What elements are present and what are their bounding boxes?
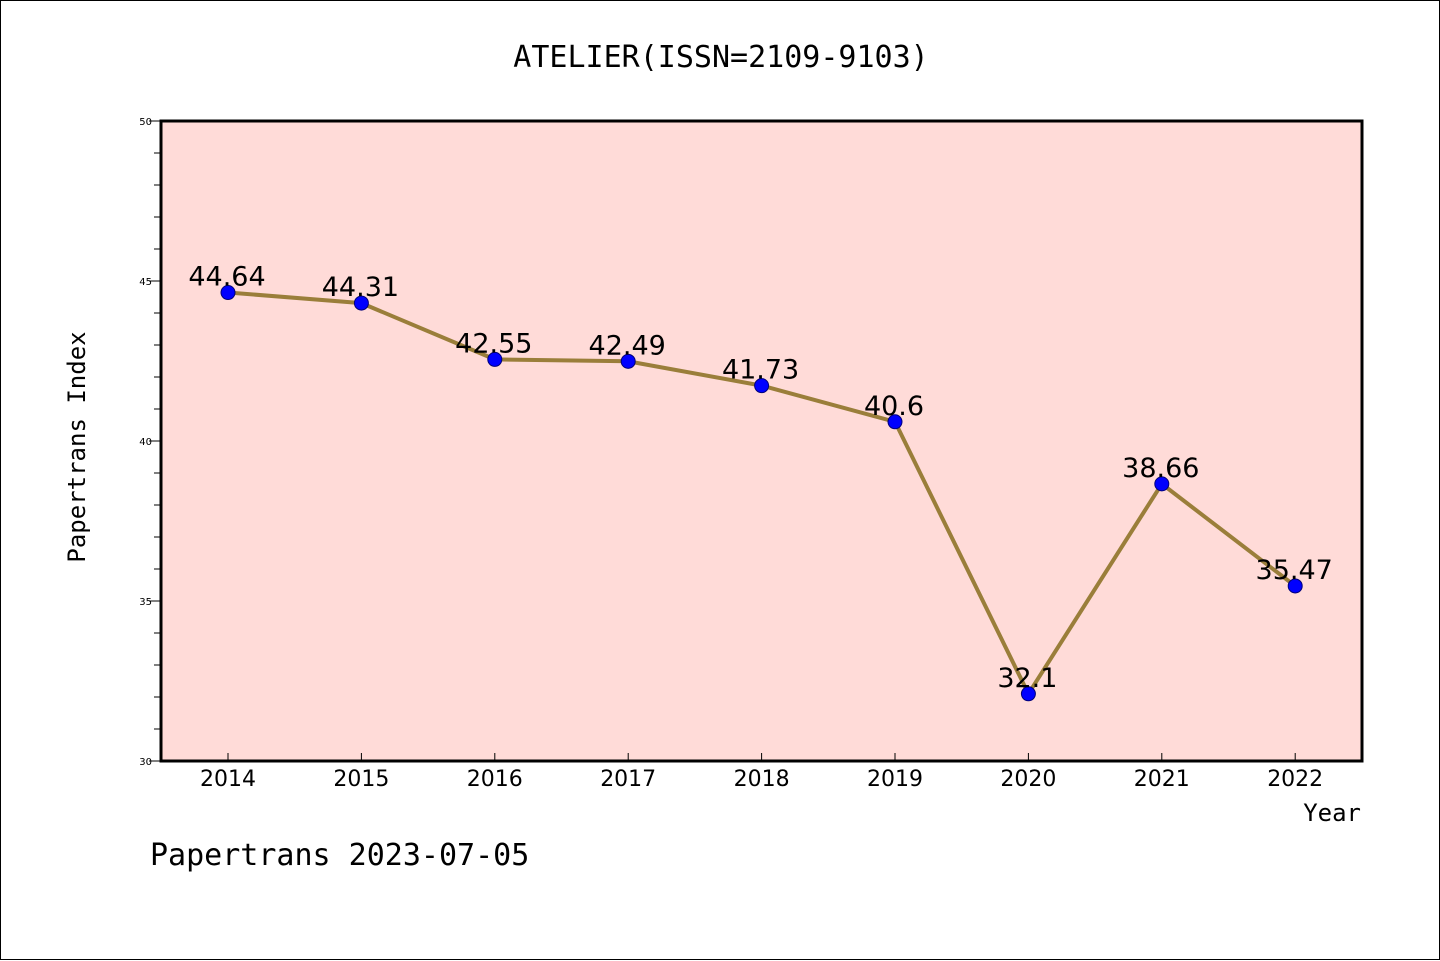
y-tick-label: 30 bbox=[139, 757, 152, 768]
data-point bbox=[353, 295, 369, 311]
x-axis-ticks: 2014 2015 2016 2017 2018 2019 2020 2021 2022 bbox=[200, 753, 1323, 792]
x-tick-label: 2021 bbox=[1134, 767, 1190, 792]
data-point bbox=[754, 378, 770, 394]
data-point bbox=[620, 353, 636, 369]
data-label: 32.1 bbox=[997, 663, 1057, 694]
footer-credit: Papertrans 2023-07-05 bbox=[150, 838, 529, 873]
x-axis-label: Year bbox=[1303, 799, 1361, 827]
x-tick-label: 2019 bbox=[867, 767, 923, 792]
y-tick-label: 50 bbox=[139, 117, 152, 128]
plot-border bbox=[159, 119, 1364, 763]
x-tick-label: 2016 bbox=[467, 767, 523, 792]
plot-area bbox=[161, 121, 1362, 761]
data-label: 40.6 bbox=[864, 391, 924, 422]
data-label: 44.64 bbox=[188, 262, 265, 293]
y-tick-label: 35 bbox=[139, 597, 152, 608]
y-axis-label: Papertrans Index bbox=[63, 331, 91, 562]
data-labels: 44.64 44.31 42.55 42.49 41.73 40.6 32.1 38.66 35… bbox=[188, 262, 1332, 694]
data-point bbox=[1154, 476, 1170, 492]
data-label: 44.31 bbox=[322, 272, 399, 303]
x-tick-label: 2014 bbox=[200, 767, 256, 792]
data-point bbox=[1287, 578, 1303, 594]
data-point bbox=[487, 351, 503, 367]
x-tick-label: 2020 bbox=[1000, 767, 1056, 792]
y-axis-ticks: 30 35 40 45 50 bbox=[139, 117, 161, 768]
x-tick-label: 2022 bbox=[1267, 767, 1323, 792]
x-tick-label: 2018 bbox=[734, 767, 790, 792]
y-tick-label: 45 bbox=[139, 277, 152, 288]
data-label: 38.66 bbox=[1122, 453, 1199, 484]
data-label: 42.49 bbox=[589, 330, 666, 361]
data-point bbox=[887, 414, 903, 430]
data-label: 41.73 bbox=[722, 355, 799, 386]
data-label: 35.47 bbox=[1256, 555, 1333, 586]
data-point bbox=[1020, 686, 1036, 702]
x-tick-label: 2015 bbox=[333, 767, 389, 792]
series-layer bbox=[220, 285, 1303, 702]
data-point bbox=[220, 285, 236, 301]
y-tick-label: 40 bbox=[139, 437, 152, 448]
data-label: 42.55 bbox=[455, 328, 532, 359]
chart-title: ATELIER(ISSN=2109-9103) bbox=[513, 40, 928, 75]
x-tick-label: 2017 bbox=[600, 767, 656, 792]
